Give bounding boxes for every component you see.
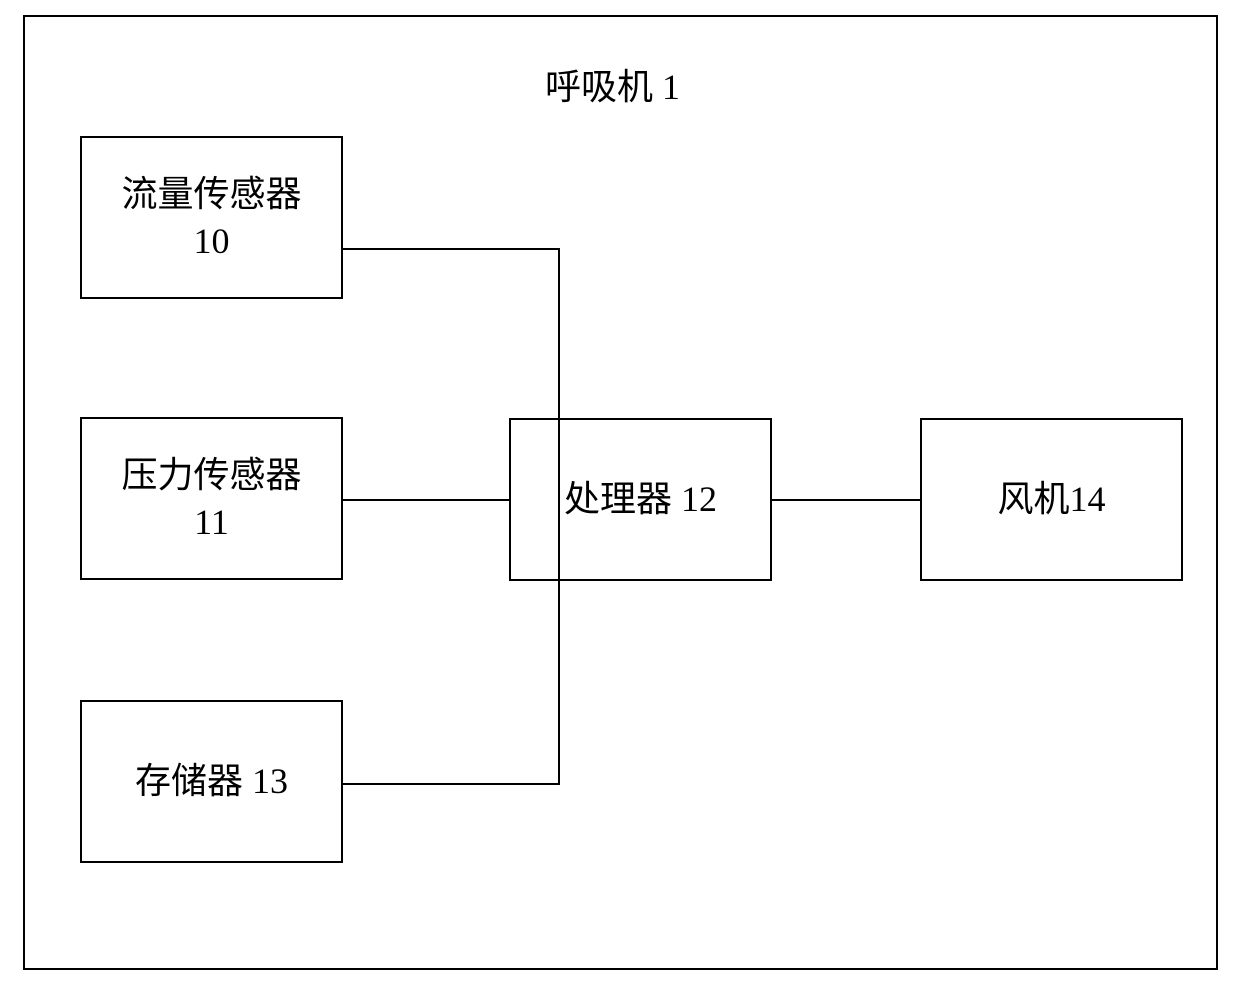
node-memory: 存储器 13 bbox=[80, 700, 343, 863]
edge-memory-to-bus bbox=[343, 783, 560, 785]
edge-bus-vertical bbox=[558, 248, 560, 785]
node-pressure-sensor: 压力传感器 11 bbox=[80, 417, 343, 580]
node-label-line1: 存储器 13 bbox=[135, 758, 288, 805]
node-fan: 风机14 bbox=[920, 418, 1183, 581]
diagram-title: 呼吸机 1 bbox=[545, 58, 680, 110]
node-label-line1: 流量传感器 bbox=[121, 171, 301, 218]
edge-pressure-sensor-to-bus bbox=[343, 499, 509, 501]
node-label-line1: 处理器 12 bbox=[564, 476, 717, 523]
node-label-line1: 压力传感器 bbox=[121, 452, 301, 499]
edge-flow-sensor-to-bus bbox=[343, 248, 560, 250]
node-label-line2: 11 bbox=[194, 499, 229, 546]
node-label-line1: 风机14 bbox=[997, 476, 1105, 523]
node-processor: 处理器 12 bbox=[509, 418, 772, 581]
edge-processor-to-fan bbox=[772, 499, 920, 501]
node-label-line2: 10 bbox=[194, 218, 230, 265]
node-flow-sensor: 流量传感器 10 bbox=[80, 136, 343, 299]
